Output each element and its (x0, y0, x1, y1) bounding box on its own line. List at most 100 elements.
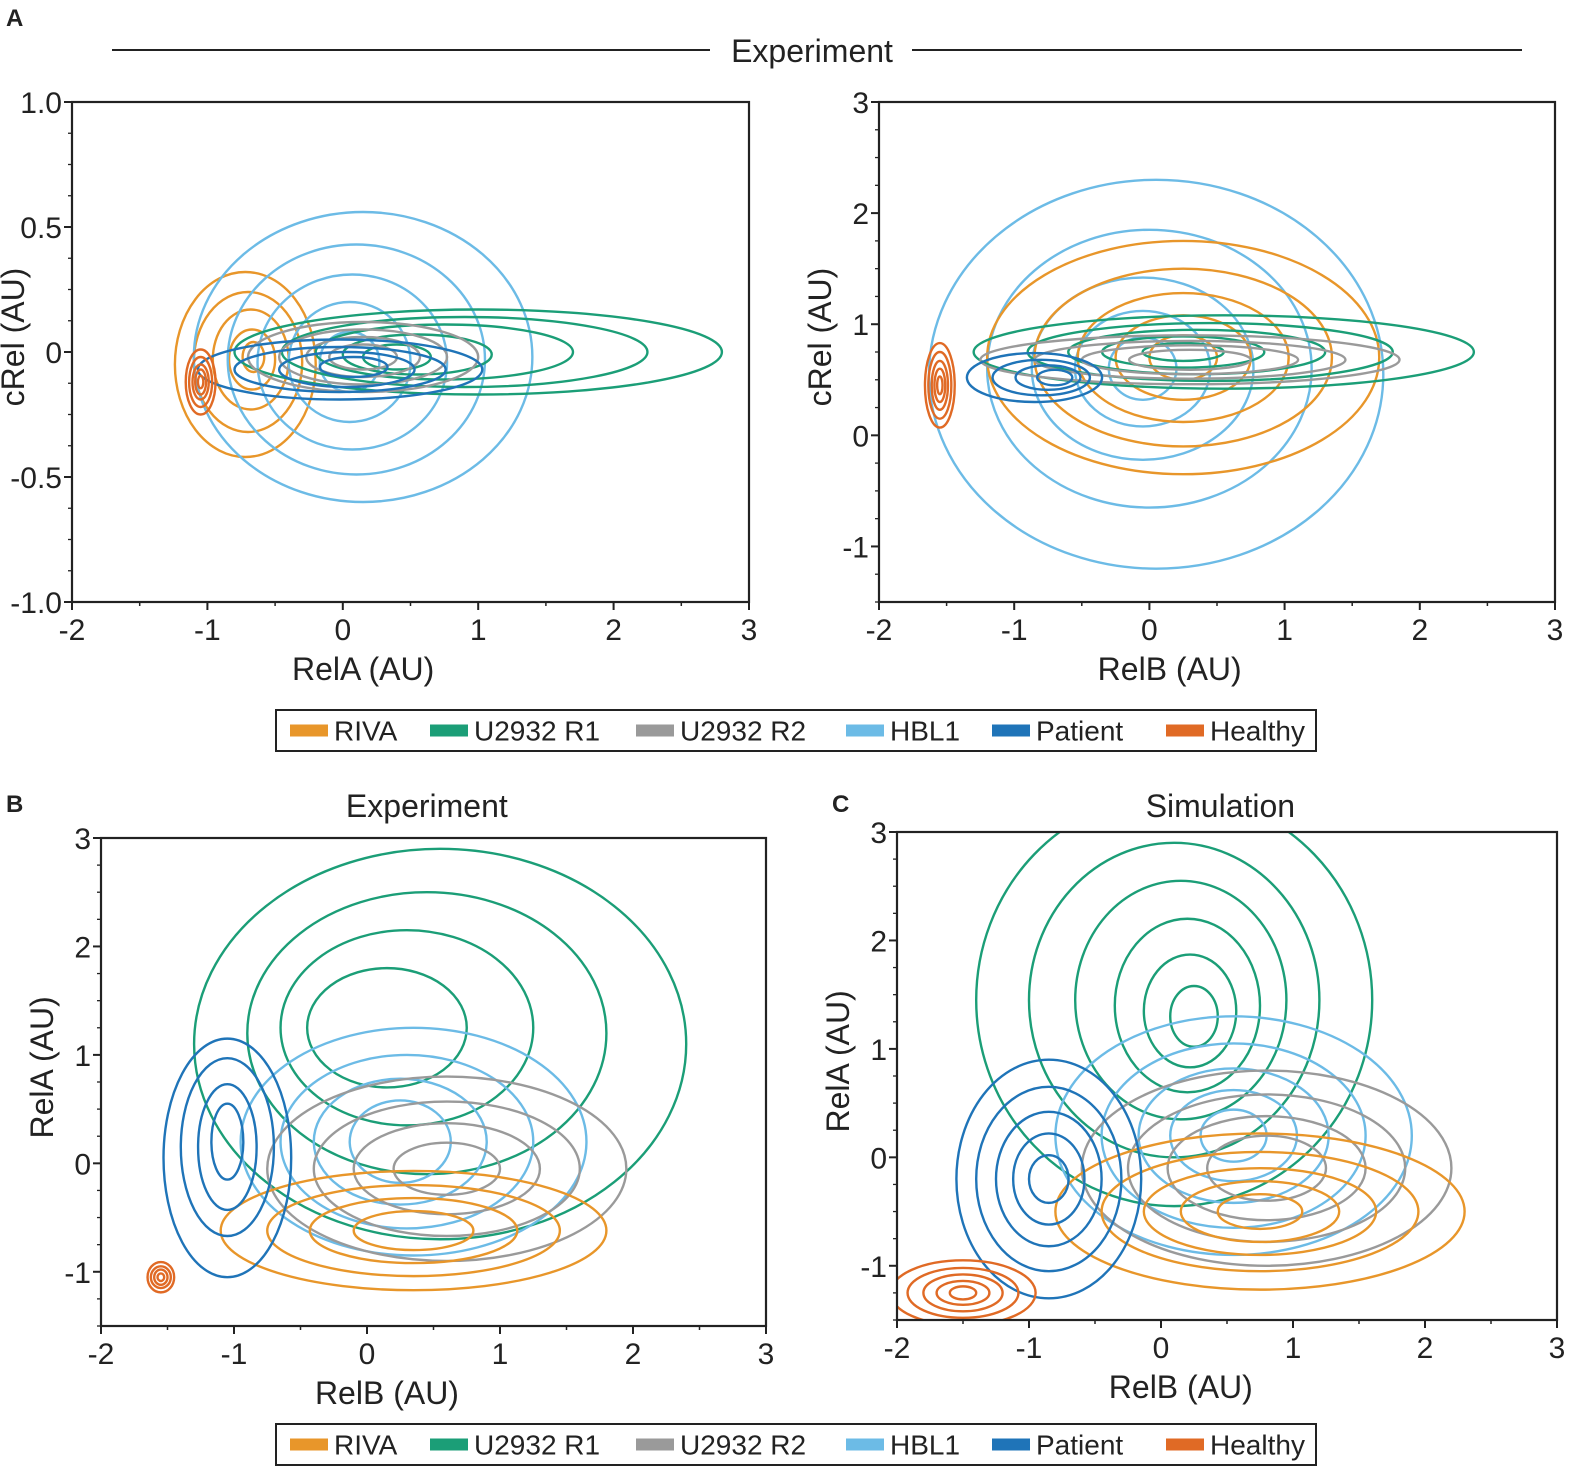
contour-riva-level-5 (1216, 1193, 1304, 1231)
series-riva (1054, 1132, 1466, 1291)
y-tick-label: 1 (852, 309, 869, 342)
x-tick-label: 3 (1547, 614, 1564, 647)
x-tick-label: 1 (1285, 1332, 1302, 1365)
contour-healthy-level-3 (930, 359, 950, 411)
legend-swatch-u2932-r1 (430, 1438, 468, 1451)
contour-riva-level-1 (985, 239, 1381, 476)
y-tick-label: 1.0 (20, 87, 62, 120)
contour-layer (897, 832, 1466, 1320)
contour-riva-level-1 (219, 1169, 608, 1292)
x-axis-label: RelA (AU) (292, 651, 434, 687)
legend-swatch-hbl1 (846, 724, 884, 737)
legend-swatch-u2932-r2 (636, 724, 674, 737)
contour-riva-level-4 (1179, 1179, 1341, 1244)
legend-label-u2932-r2: U2932 R2 (680, 716, 806, 747)
x-tick-label: 0 (1141, 614, 1158, 647)
x-tick-label: -1 (221, 1338, 248, 1371)
y-tick-label: -1.0 (10, 587, 62, 620)
contour-u2932-r2-level-4 (1205, 1134, 1328, 1202)
contour-hbl1-level-3 (1137, 1067, 1330, 1205)
contour-hbl1-level-1 (239, 1026, 588, 1257)
plot-frame (895, 830, 1559, 1322)
contour-healthy-level-3 (922, 1273, 1004, 1313)
x-tick-label: 1 (470, 614, 487, 647)
series-patient (955, 1058, 1143, 1300)
contour-u2932-r2-level-2 (312, 1100, 581, 1238)
contour-riva-level-2 (1100, 1150, 1420, 1273)
y-tick-label: -0.5 (10, 462, 62, 495)
contour-healthy-level-5 (935, 375, 944, 396)
contour-u2932-r2-level-4 (1127, 348, 1252, 371)
chart-a-left: -2 -1 0 1 2 3 -1.0 -0.5 0 0.5 1.0 RelA (AU) cRel (AU… (0, 87, 757, 687)
y-tick-label: 1 (74, 1040, 91, 1073)
contour-u2932-r1-level-1 (972, 314, 1476, 390)
legend-top: RIVA U2932 R1 U2932 R2 HBL1 Patient Healthy (275, 709, 1317, 752)
y-tick-label: 0 (45, 337, 62, 370)
legend-label-hbl1: HBL1 (890, 1430, 960, 1461)
contour-riva-level-5 (241, 340, 266, 374)
contour-patient-level-4 (1011, 1132, 1086, 1226)
legend-label-riva: RIVA (334, 716, 398, 747)
contour-hbl1-level-2 (1100, 1042, 1367, 1230)
series-hbl1 (239, 1026, 588, 1257)
top-title: Experiment (731, 33, 893, 69)
contour-healthy-level-2 (927, 350, 953, 420)
contour-healthy-level-2 (187, 355, 214, 409)
legend-label-healthy: Healthy (1210, 716, 1305, 747)
contour-riva-level-4 (227, 328, 277, 391)
y-tick-label: 3 (870, 817, 887, 850)
contour-healthy-level-2 (149, 1265, 173, 1290)
series-healthy (897, 1259, 1037, 1320)
legend-swatch-healthy (1166, 724, 1204, 737)
contour-healthy-level-4 (194, 368, 208, 396)
contour-patient-level-3 (1014, 364, 1082, 391)
contour-riva-level-3 (211, 308, 290, 411)
x-axis-label: RelB (AU) (315, 1375, 459, 1411)
contour-u2932-r1-level-2 (280, 315, 649, 389)
x-tick-label: 1 (492, 1338, 509, 1371)
contour-patient-level-2 (179, 1056, 276, 1238)
legend-swatch-patient (992, 724, 1030, 737)
contour-layer (923, 178, 1476, 570)
x-tick-label: 2 (1417, 1332, 1434, 1365)
contour-u2932-r1-level-2 (1027, 841, 1321, 1159)
contour-u2932-r2-level-2 (277, 328, 449, 386)
contour-patient-level-2 (975, 1085, 1123, 1273)
contour-patient-level-1 (955, 1058, 1143, 1300)
x-tick-label: -1 (1016, 1332, 1043, 1365)
series-patient (965, 351, 1104, 404)
contour-riva-level-3 (1142, 1166, 1378, 1257)
contour-hbl1-level-2 (279, 1053, 535, 1230)
contour-patient-level-1 (965, 351, 1104, 404)
contour-patient-level-1 (162, 1037, 293, 1279)
x-tick-label: -2 (59, 614, 86, 647)
contour-u2932-r2-level-1 (1080, 1069, 1453, 1267)
contour-u2932-r1-level-3 (279, 928, 535, 1127)
contour-healthy-level-4 (935, 1279, 991, 1307)
series-riva (219, 1169, 608, 1292)
contour-patient-level-4 (210, 1102, 245, 1181)
contour-u2932-r1-level-2 (1026, 321, 1394, 383)
series-healthy (184, 348, 217, 416)
panel-label-c: C (832, 791, 849, 818)
legend-label-u2932-r2: U2932 R2 (680, 1430, 806, 1461)
contour-healthy-level-1 (146, 1260, 176, 1294)
series-u2932-r1 (192, 847, 688, 1241)
contour-patient-level-3 (994, 1110, 1103, 1248)
series-u2932-r1 (975, 832, 1374, 1208)
contour-hbl1-level-3 (1030, 276, 1255, 461)
y-tick-label: 0 (74, 1148, 91, 1181)
contour-healthy-level-1 (923, 341, 956, 429)
legend-swatch-u2932-r2 (636, 1438, 674, 1451)
contour-healthy-level-5 (196, 374, 205, 390)
contour-layer (173, 210, 724, 504)
contour-healthy-level-1 (897, 1259, 1037, 1320)
contour-u2932-r1-level-5 (1142, 953, 1238, 1069)
y-axis-label: cRel (AU) (0, 268, 31, 407)
x-tick-label: 0 (1153, 1332, 1170, 1365)
contour-u2932-r1-level-4 (341, 333, 493, 376)
x-tick-label: 0 (334, 614, 351, 647)
legend-label-u2932-r1: U2932 R1 (474, 716, 600, 747)
x-tick-label: -2 (866, 614, 893, 647)
